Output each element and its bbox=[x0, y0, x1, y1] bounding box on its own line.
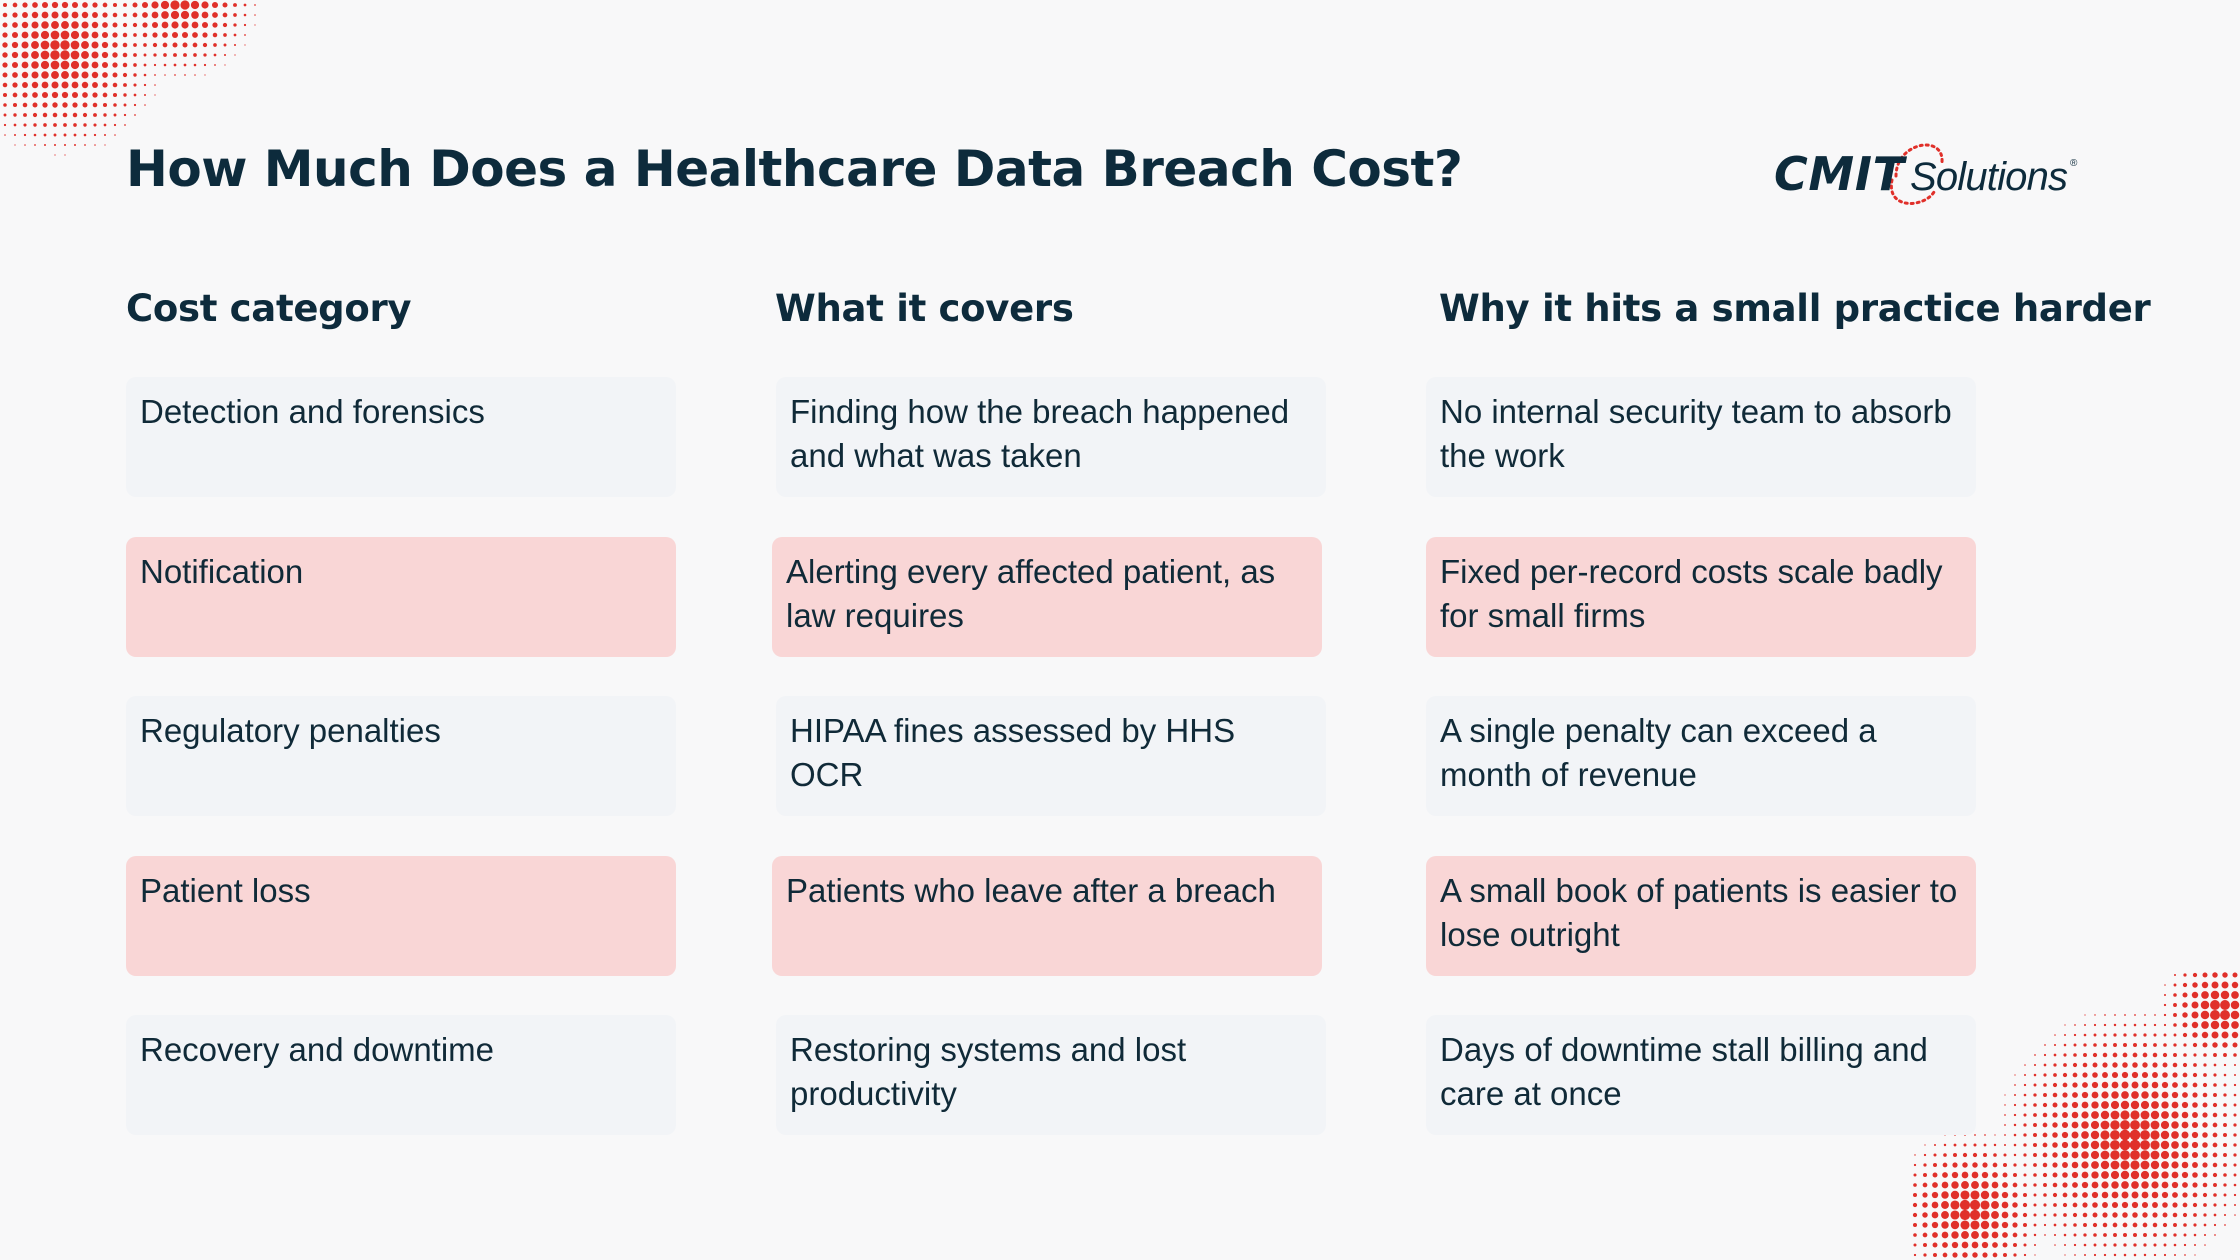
table-cell-cost-category: Detection and forensics bbox=[126, 377, 676, 497]
table-cell-cost-category: Patient loss bbox=[126, 856, 676, 976]
table-cell-what-it-covers: Alerting every affected patient, as law … bbox=[772, 537, 1322, 657]
table-cell-why-it-hits-harder: A single penalty can exceed a month of r… bbox=[1426, 696, 1976, 816]
table-cell-what-it-covers: HIPAA fines assessed by HHS OCR bbox=[776, 696, 1326, 816]
logo-text-cmit: CMIT bbox=[1774, 147, 1908, 201]
cmit-solutions-logo: CMIT Solutions ® bbox=[1774, 143, 2078, 205]
page-title: How Much Does a Healthcare Data Breach C… bbox=[126, 140, 1463, 198]
logo-registered-mark: ® bbox=[2070, 158, 2078, 169]
logo-text-solutions: Solutions bbox=[1910, 155, 2068, 199]
column-header-why-it-hits-harder: Why it hits a small practice harder bbox=[1439, 287, 2151, 330]
table-cell-cost-category: Regulatory penalties bbox=[126, 696, 676, 816]
table-cell-cost-category: Notification bbox=[126, 537, 676, 657]
table-cell-why-it-hits-harder: No internal security team to absorb the … bbox=[1426, 377, 1976, 497]
column-header-what-it-covers: What it covers bbox=[775, 287, 1074, 330]
table-cell-cost-category: Recovery and downtime bbox=[126, 1015, 676, 1135]
table-cell-what-it-covers: Finding how the breach happened and what… bbox=[776, 377, 1326, 497]
column-header-cost-category: Cost category bbox=[126, 287, 412, 330]
table-cell-what-it-covers: Restoring systems and lost productivity bbox=[776, 1015, 1326, 1135]
table-cell-why-it-hits-harder: Fixed per-record costs scale badly for s… bbox=[1426, 537, 1976, 657]
table-cell-why-it-hits-harder: A small book of patients is easier to lo… bbox=[1426, 856, 1976, 976]
table-cell-what-it-covers: Patients who leave after a breach bbox=[772, 856, 1322, 976]
table-cell-why-it-hits-harder: Days of downtime stall billing and care … bbox=[1426, 1015, 1976, 1135]
